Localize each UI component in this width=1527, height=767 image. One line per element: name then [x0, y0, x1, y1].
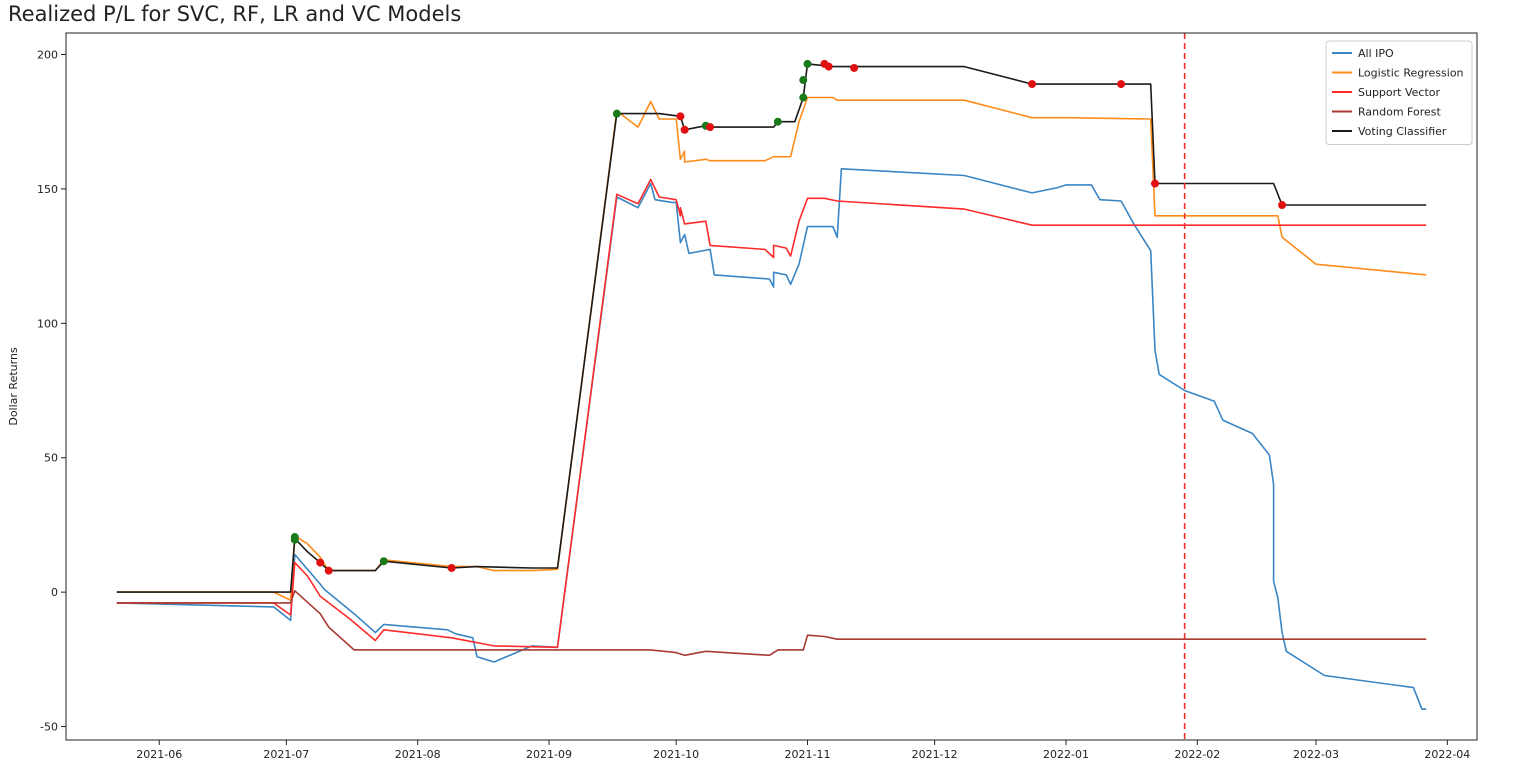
red-trade-marker	[680, 125, 689, 134]
legend: All IPO Logistic Regression Support Vector…	[1325, 40, 1473, 145]
series-line-support-vector	[116, 178, 1427, 649]
marker-layer	[290, 59, 1287, 575]
red-trade-marker	[1150, 179, 1159, 188]
legend-label-support-vector: Support Vector	[1358, 86, 1441, 99]
legend-label-logistic-regression: Logistic Regression	[1358, 67, 1464, 80]
red-trade-marker	[324, 566, 333, 575]
red-trade-marker	[1117, 80, 1126, 89]
series-layer	[116, 33, 1427, 740]
red-trade-marker	[447, 563, 456, 572]
x-tick-label: 2021-11	[785, 748, 831, 761]
green-trade-marker	[803, 59, 812, 68]
x-tick-label: 2022-03	[1293, 748, 1339, 761]
x-tick-label: 2021-08	[395, 748, 441, 761]
red-trade-marker	[824, 62, 833, 71]
series-line-logistic-regression	[116, 96, 1427, 602]
x-axis: 2021-06 2021-07 2021-08 2021-09 2021-10 2021-…	[136, 740, 1470, 761]
y-tick-label: 0	[51, 586, 58, 599]
series-line-all-ipo	[116, 168, 1427, 710]
green-trade-marker	[612, 109, 621, 118]
x-tick-label: 2022-04	[1424, 748, 1470, 761]
legend-box	[1325, 40, 1473, 145]
green-trade-marker	[290, 535, 299, 544]
x-tick-label: 2021-06	[136, 748, 182, 761]
x-tick-label: 2021-10	[653, 748, 699, 761]
chart-title: Realized P/L for SVC, RF, LR and VC Mode…	[8, 2, 462, 26]
x-tick-label: 2022-01	[1043, 748, 1089, 761]
green-trade-marker	[799, 76, 808, 85]
y-tick-label: 200	[37, 49, 58, 62]
y-tick-label: -50	[40, 721, 58, 734]
series-line-voting-classifier	[116, 63, 1427, 593]
x-tick-label: 2021-09	[526, 748, 572, 761]
legend-label-voting-classifier: Voting Classifier	[1358, 125, 1447, 138]
red-trade-marker	[1028, 80, 1037, 89]
y-tick-label: 50	[44, 452, 58, 465]
x-tick-label: 2021-12	[912, 748, 958, 761]
y-axis-label: Dollar Returns	[7, 347, 20, 426]
y-tick-label: 150	[37, 183, 58, 196]
legend-label-all-ipo: All IPO	[1358, 47, 1394, 60]
red-trade-marker	[850, 63, 859, 72]
y-axis: -50 0 50 100 150 200	[37, 49, 66, 734]
red-trade-marker	[676, 112, 685, 121]
y-tick-label: 100	[37, 317, 58, 330]
green-trade-marker	[773, 117, 782, 126]
green-trade-marker	[799, 93, 808, 102]
red-trade-marker	[706, 123, 715, 132]
red-trade-marker	[316, 558, 325, 567]
x-tick-label: 2021-07	[263, 748, 309, 761]
green-trade-marker	[379, 557, 388, 566]
red-trade-marker	[1278, 201, 1287, 210]
legend-label-random-forest: Random Forest	[1358, 106, 1441, 119]
x-tick-label: 2022-02	[1174, 748, 1220, 761]
series-line-random-forest	[116, 589, 1427, 657]
plot-frame	[65, 32, 1478, 741]
